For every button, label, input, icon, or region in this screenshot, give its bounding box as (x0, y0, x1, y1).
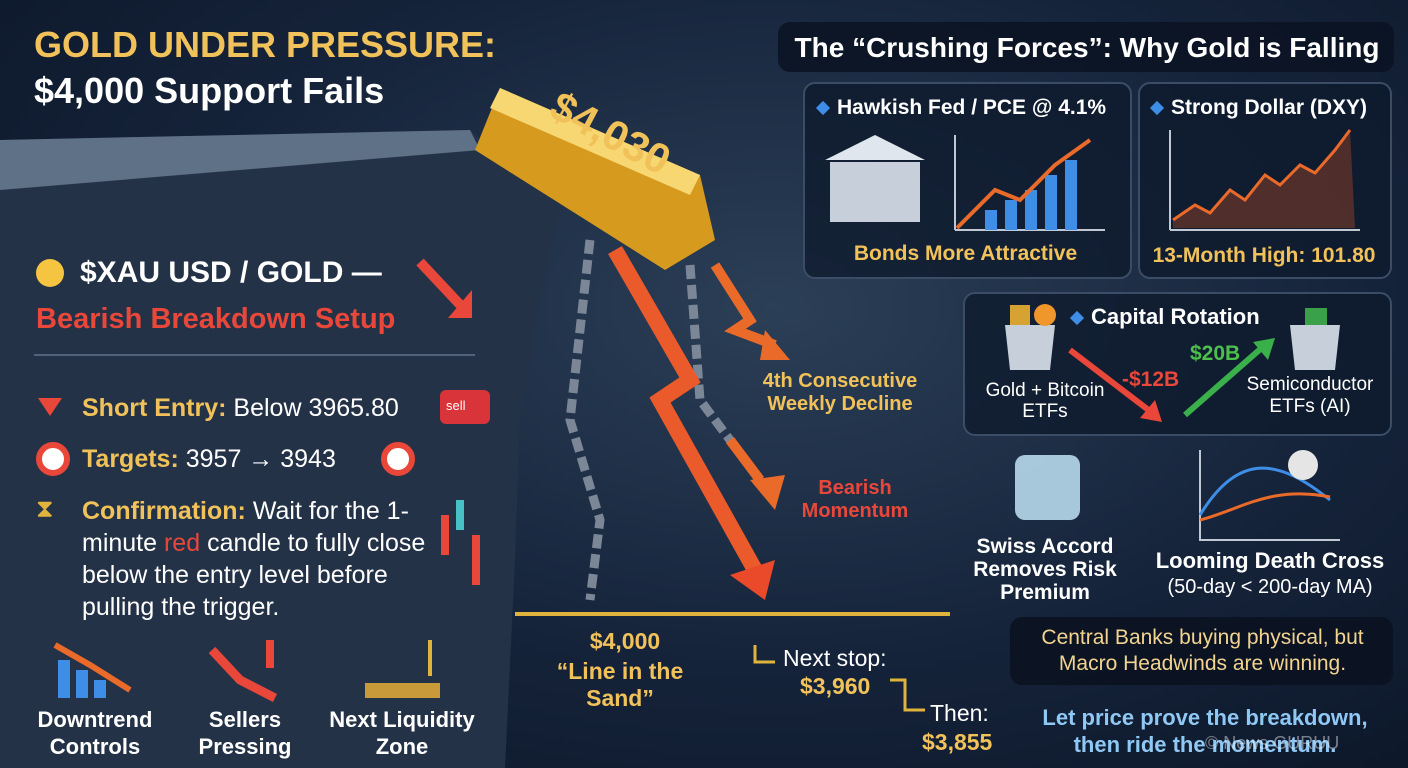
closing: Let price prove the breakdown, then ride… (1042, 705, 1368, 757)
confirmation: Confirmation: Wait for the 1-minute red … (82, 495, 427, 623)
entry: Short Entry: Below 3965.80 (82, 394, 399, 423)
liquidity-icon (365, 640, 440, 698)
down-arrow (710, 262, 777, 350)
coin (36, 259, 64, 287)
sellers-icon (208, 640, 278, 703)
target-icon (381, 442, 415, 476)
title: GOLD UNDER PRESSURE: (34, 24, 497, 65)
confirmation-text: candle to fully close below the entry le… (82, 529, 426, 621)
confirmation-text: Wait for the 1-minute (82, 497, 409, 557)
target-icon (36, 442, 70, 476)
dollar-title: Strong Dollar (DXY) (1149, 96, 1368, 120)
step-arrow (753, 645, 925, 712)
rotation-art (1005, 304, 1340, 422)
dollar-caption: 13-Month High: 101.80 (1152, 244, 1376, 267)
confirmation-label: Confirmation: (82, 497, 246, 525)
candle (472, 535, 480, 585)
death-cross-note: (50-day < 200-day MA) (1167, 576, 1373, 598)
rotation-from: Gold + Bitcoin ETFs (985, 380, 1105, 422)
gold-bar (475, 88, 715, 270)
skull (1288, 450, 1318, 480)
support-label: “Line in the Sand” (556, 658, 684, 711)
rotation-outflow: -$12B (1122, 368, 1180, 391)
forces-header (778, 22, 1394, 72)
then-price: $3,855 (922, 729, 993, 755)
momentum-label: Bearish Momentum (801, 477, 909, 522)
swiss-label: Swiss Accord Removes Risk Premium (973, 535, 1117, 604)
ticker: $XAU USD / GOLD — (80, 256, 382, 289)
entry-text: Below 3965.80 (233, 394, 399, 422)
subtitle: $4,000 Support Fails (34, 70, 385, 111)
targets-text: 3957 → 3943 (185, 445, 336, 473)
targets: Targets: 3957 → 3943 (82, 445, 336, 474)
arrow-head (760, 330, 790, 360)
entry-label: Short Entry: (82, 394, 227, 422)
central-banks: Central Banks buying physical, but Macro… (1041, 626, 1364, 675)
next-price: $3,960 (800, 673, 871, 699)
ice-cube (1015, 455, 1080, 520)
then-label: Then: (930, 700, 989, 726)
arrow-head (730, 560, 775, 600)
cliff-top (0, 130, 480, 190)
watermark: © News GURUU (1205, 733, 1340, 753)
candle (456, 500, 464, 530)
confirmation-red: red (163, 529, 201, 557)
sell-label: sell (446, 398, 466, 413)
rotation-title-text: Capital Rotation (1091, 304, 1260, 329)
icon-label: Next Liquidity Zone (329, 707, 475, 759)
ma-line (1198, 466, 1331, 516)
gold-bar-top (490, 88, 700, 195)
dollar-art (1169, 129, 1360, 231)
icon-label: Sellers Pressing (198, 707, 292, 759)
death-cross-title: Looming Death Cross (1155, 548, 1385, 573)
arrow-head (750, 475, 785, 510)
downtrend-icon (53, 642, 132, 698)
down-arrow (726, 437, 764, 483)
forces-title: The “Crushing Forces”: Why Gold is Falli… (794, 32, 1380, 63)
fed-art (825, 135, 1105, 231)
setup-label: Bearish Breakdown Setup (36, 303, 396, 335)
hourglass: ⧗ (36, 495, 54, 523)
cliff (0, 130, 560, 768)
setup-arrow (416, 258, 469, 314)
down-arrow (608, 246, 762, 574)
ma-line (1199, 492, 1331, 522)
sell-button (440, 390, 490, 424)
arrow-head (448, 290, 472, 318)
dollar-title-text: Strong Dollar (DXY) (1171, 96, 1368, 119)
chain (565, 239, 605, 601)
fed-title: Hawkish Fed / PCE @ 4.1% (815, 96, 1107, 120)
rotation-inflow: $20B (1190, 342, 1241, 365)
rotation-title: Capital Rotation (1069, 304, 1260, 330)
icon-label: Downtrend Controls (37, 707, 153, 759)
central-banks-box (1010, 617, 1393, 685)
fed-caption: Bonds More Attractive (853, 242, 1078, 265)
fed-title-text: Hawkish Fed / PCE @ 4.1% (837, 96, 1107, 119)
candle (441, 515, 449, 555)
support-price: $4,000 (589, 628, 661, 654)
decline-label: 4th Consecutive Weekly Decline (762, 370, 918, 415)
down-icon (38, 398, 62, 416)
next-label: Next stop: (783, 645, 887, 671)
targets-label: Targets: (82, 445, 179, 473)
rotation-to: Semiconductor ETFs (AI) (1246, 374, 1374, 417)
axis (1199, 450, 1340, 541)
